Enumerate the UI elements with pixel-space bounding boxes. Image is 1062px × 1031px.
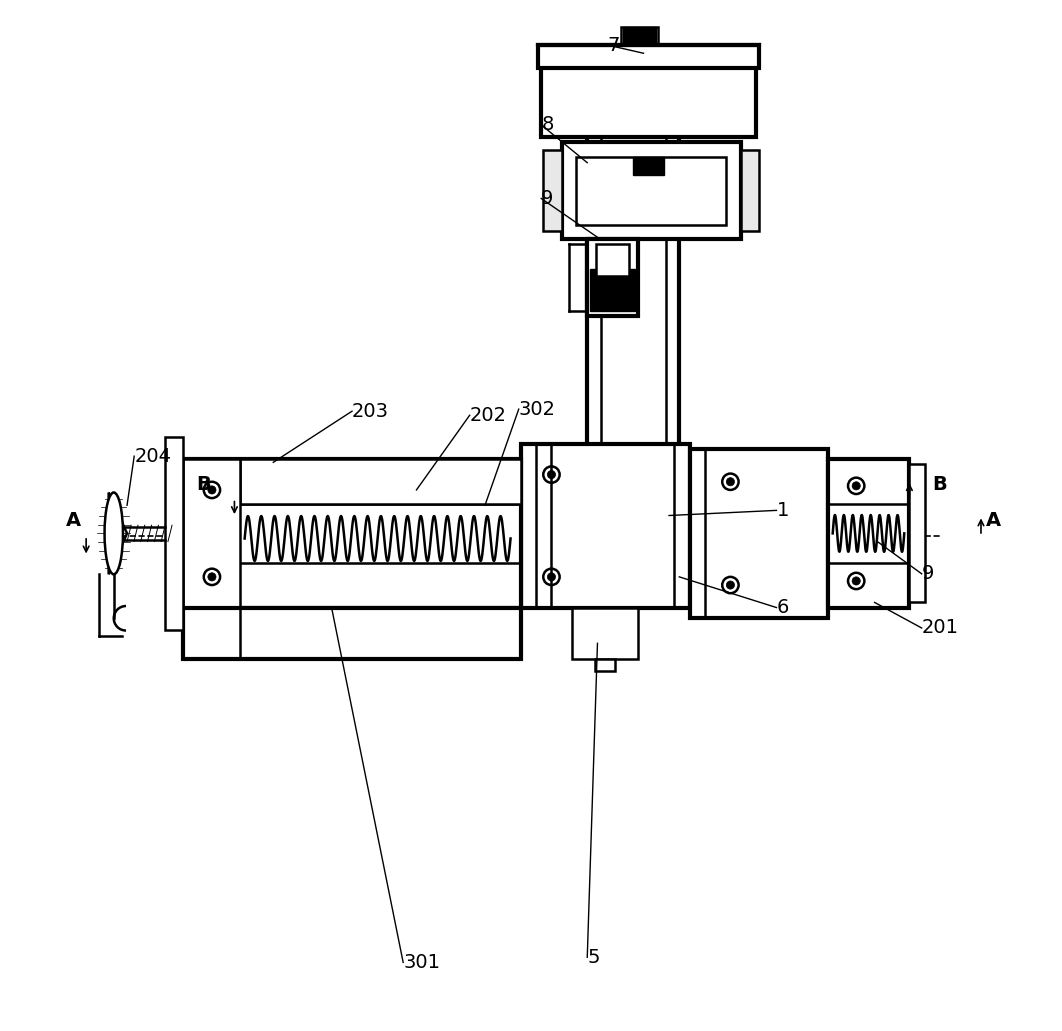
Text: 9: 9 [542,189,553,208]
Text: 7: 7 [607,36,620,55]
Text: 201: 201 [922,619,959,637]
Text: 1: 1 [776,501,789,520]
Circle shape [726,477,735,486]
Text: 204: 204 [134,446,171,466]
Text: 9: 9 [922,564,935,584]
Text: 6: 6 [776,598,789,617]
Circle shape [547,470,555,478]
Circle shape [547,573,555,580]
Text: 202: 202 [469,406,507,425]
Circle shape [726,580,735,589]
Text: B: B [932,475,947,495]
Bar [538,45,759,68]
Circle shape [852,481,860,490]
Bar [544,151,562,231]
Text: 5: 5 [587,947,600,967]
Circle shape [208,486,216,494]
Bar [623,27,655,45]
Text: 8: 8 [542,115,553,134]
Bar [595,659,615,671]
Text: A: A [986,510,1000,530]
Bar [572,607,638,659]
Text: 301: 301 [404,953,440,972]
Ellipse shape [104,493,123,574]
Bar [595,659,615,671]
Circle shape [208,573,216,580]
Bar [621,27,657,45]
Text: 302: 302 [518,400,555,419]
Bar [184,607,520,659]
Bar [240,459,520,504]
Bar [542,56,756,137]
Bar [520,444,689,607]
Bar [689,450,827,618]
Text: 203: 203 [352,402,389,421]
Bar [597,243,629,276]
Text: B: B [196,475,211,495]
Bar [590,269,635,311]
Bar [909,464,925,602]
Bar [633,157,664,175]
Bar [184,459,240,607]
Bar [827,459,909,607]
Bar [562,142,740,239]
Bar [165,437,184,630]
Bar [587,239,638,317]
Bar [576,157,726,225]
Text: A: A [66,510,82,530]
Bar [184,459,520,607]
Circle shape [852,577,860,585]
Bar [740,151,759,231]
